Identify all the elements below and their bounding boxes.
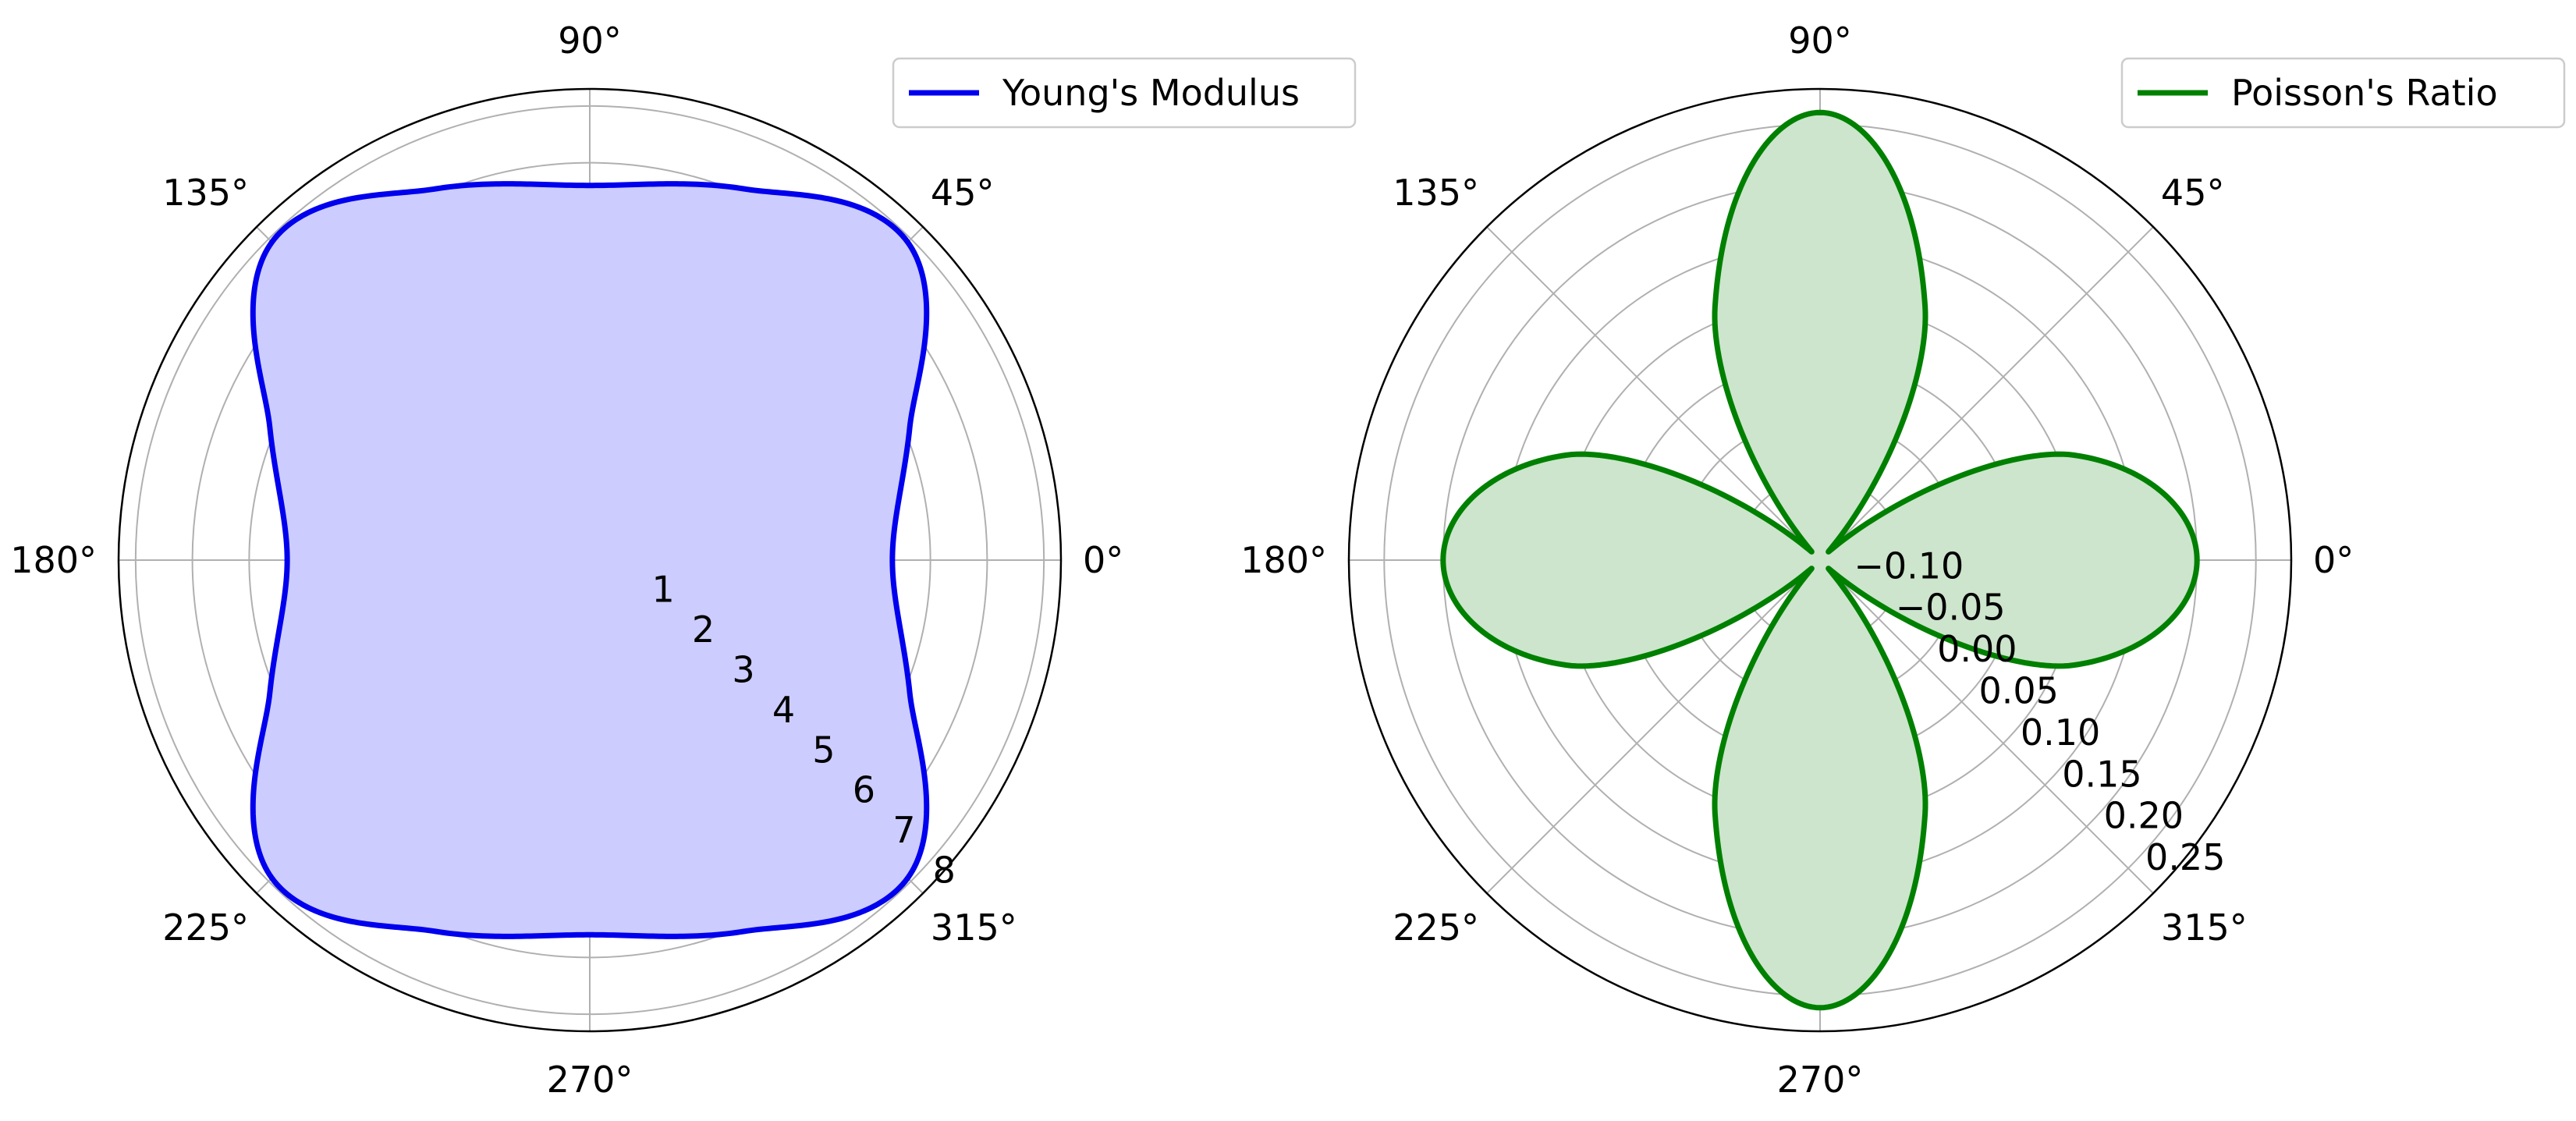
radial-tick-label: 5 bbox=[812, 729, 835, 771]
polar-frame bbox=[117, 87, 1063, 1033]
angle-tick-label: 0° bbox=[2313, 539, 2354, 581]
legend-label: Poisson's Ratio bbox=[2231, 72, 2498, 114]
angle-tick-label: 270° bbox=[547, 1059, 633, 1101]
legend-label: Young's Modulus bbox=[1002, 72, 1300, 114]
series-area-fill bbox=[1442, 112, 2198, 1008]
radial-tick-label: 0.00 bbox=[1937, 628, 2017, 670]
radial-tick-label: 4 bbox=[772, 689, 795, 731]
poissons-ratio-polar-chart: 0°45°90°135°180°225°270°315°−0.10−0.050.… bbox=[1240, 20, 2566, 1101]
radial-tick-label: 8 bbox=[933, 850, 956, 892]
angle-tick-label: 180° bbox=[1240, 539, 1327, 581]
series-line bbox=[250, 181, 930, 939]
series-line bbox=[1440, 109, 2200, 1011]
radial-tick-label: 6 bbox=[853, 769, 875, 811]
radial-tick-label: 0.15 bbox=[2062, 753, 2141, 795]
angular-gridline bbox=[1486, 226, 1821, 561]
radial-tick-label: 0.10 bbox=[2021, 711, 2100, 754]
radial-tick-label: 0.20 bbox=[2104, 795, 2184, 837]
angle-tick-label: 135° bbox=[162, 172, 249, 214]
angle-tick-label: 90° bbox=[558, 20, 622, 62]
angle-tick-label: 45° bbox=[2161, 172, 2225, 214]
angle-tick-label: 225° bbox=[1393, 906, 1479, 949]
angle-tick-label: 45° bbox=[931, 172, 995, 214]
radial-tick-label: 2 bbox=[692, 608, 715, 651]
radial-tick-label: −0.05 bbox=[1896, 587, 2006, 629]
polar-frame bbox=[1347, 87, 2293, 1033]
angle-tick-label: 270° bbox=[1777, 1059, 1864, 1101]
radial-tick-label: 0.05 bbox=[1979, 670, 2059, 712]
angle-tick-label: 315° bbox=[931, 906, 1017, 949]
angle-tick-label: 225° bbox=[162, 906, 249, 949]
angular-gridline bbox=[1486, 559, 1821, 894]
angle-tick-label: 180° bbox=[10, 539, 97, 581]
angle-tick-label: 135° bbox=[1393, 172, 1479, 214]
angle-tick-label: 0° bbox=[1083, 539, 1123, 581]
angular-gridline bbox=[1819, 559, 2154, 894]
angular-gridline bbox=[1819, 226, 2154, 561]
angle-tick-label: 90° bbox=[1788, 20, 1852, 62]
angle-tick-label: 315° bbox=[2161, 906, 2248, 949]
radial-tick-label: 0.25 bbox=[2145, 836, 2225, 878]
legend-box bbox=[2120, 57, 2566, 129]
series-area-fill bbox=[253, 183, 927, 937]
radial-tick-label: −0.10 bbox=[1854, 545, 1964, 587]
radial-tick-label: 7 bbox=[892, 809, 915, 851]
radial-tick-label: 1 bbox=[651, 568, 674, 610]
legend-box bbox=[892, 57, 1357, 129]
radial-tick-label: 3 bbox=[732, 648, 754, 690]
